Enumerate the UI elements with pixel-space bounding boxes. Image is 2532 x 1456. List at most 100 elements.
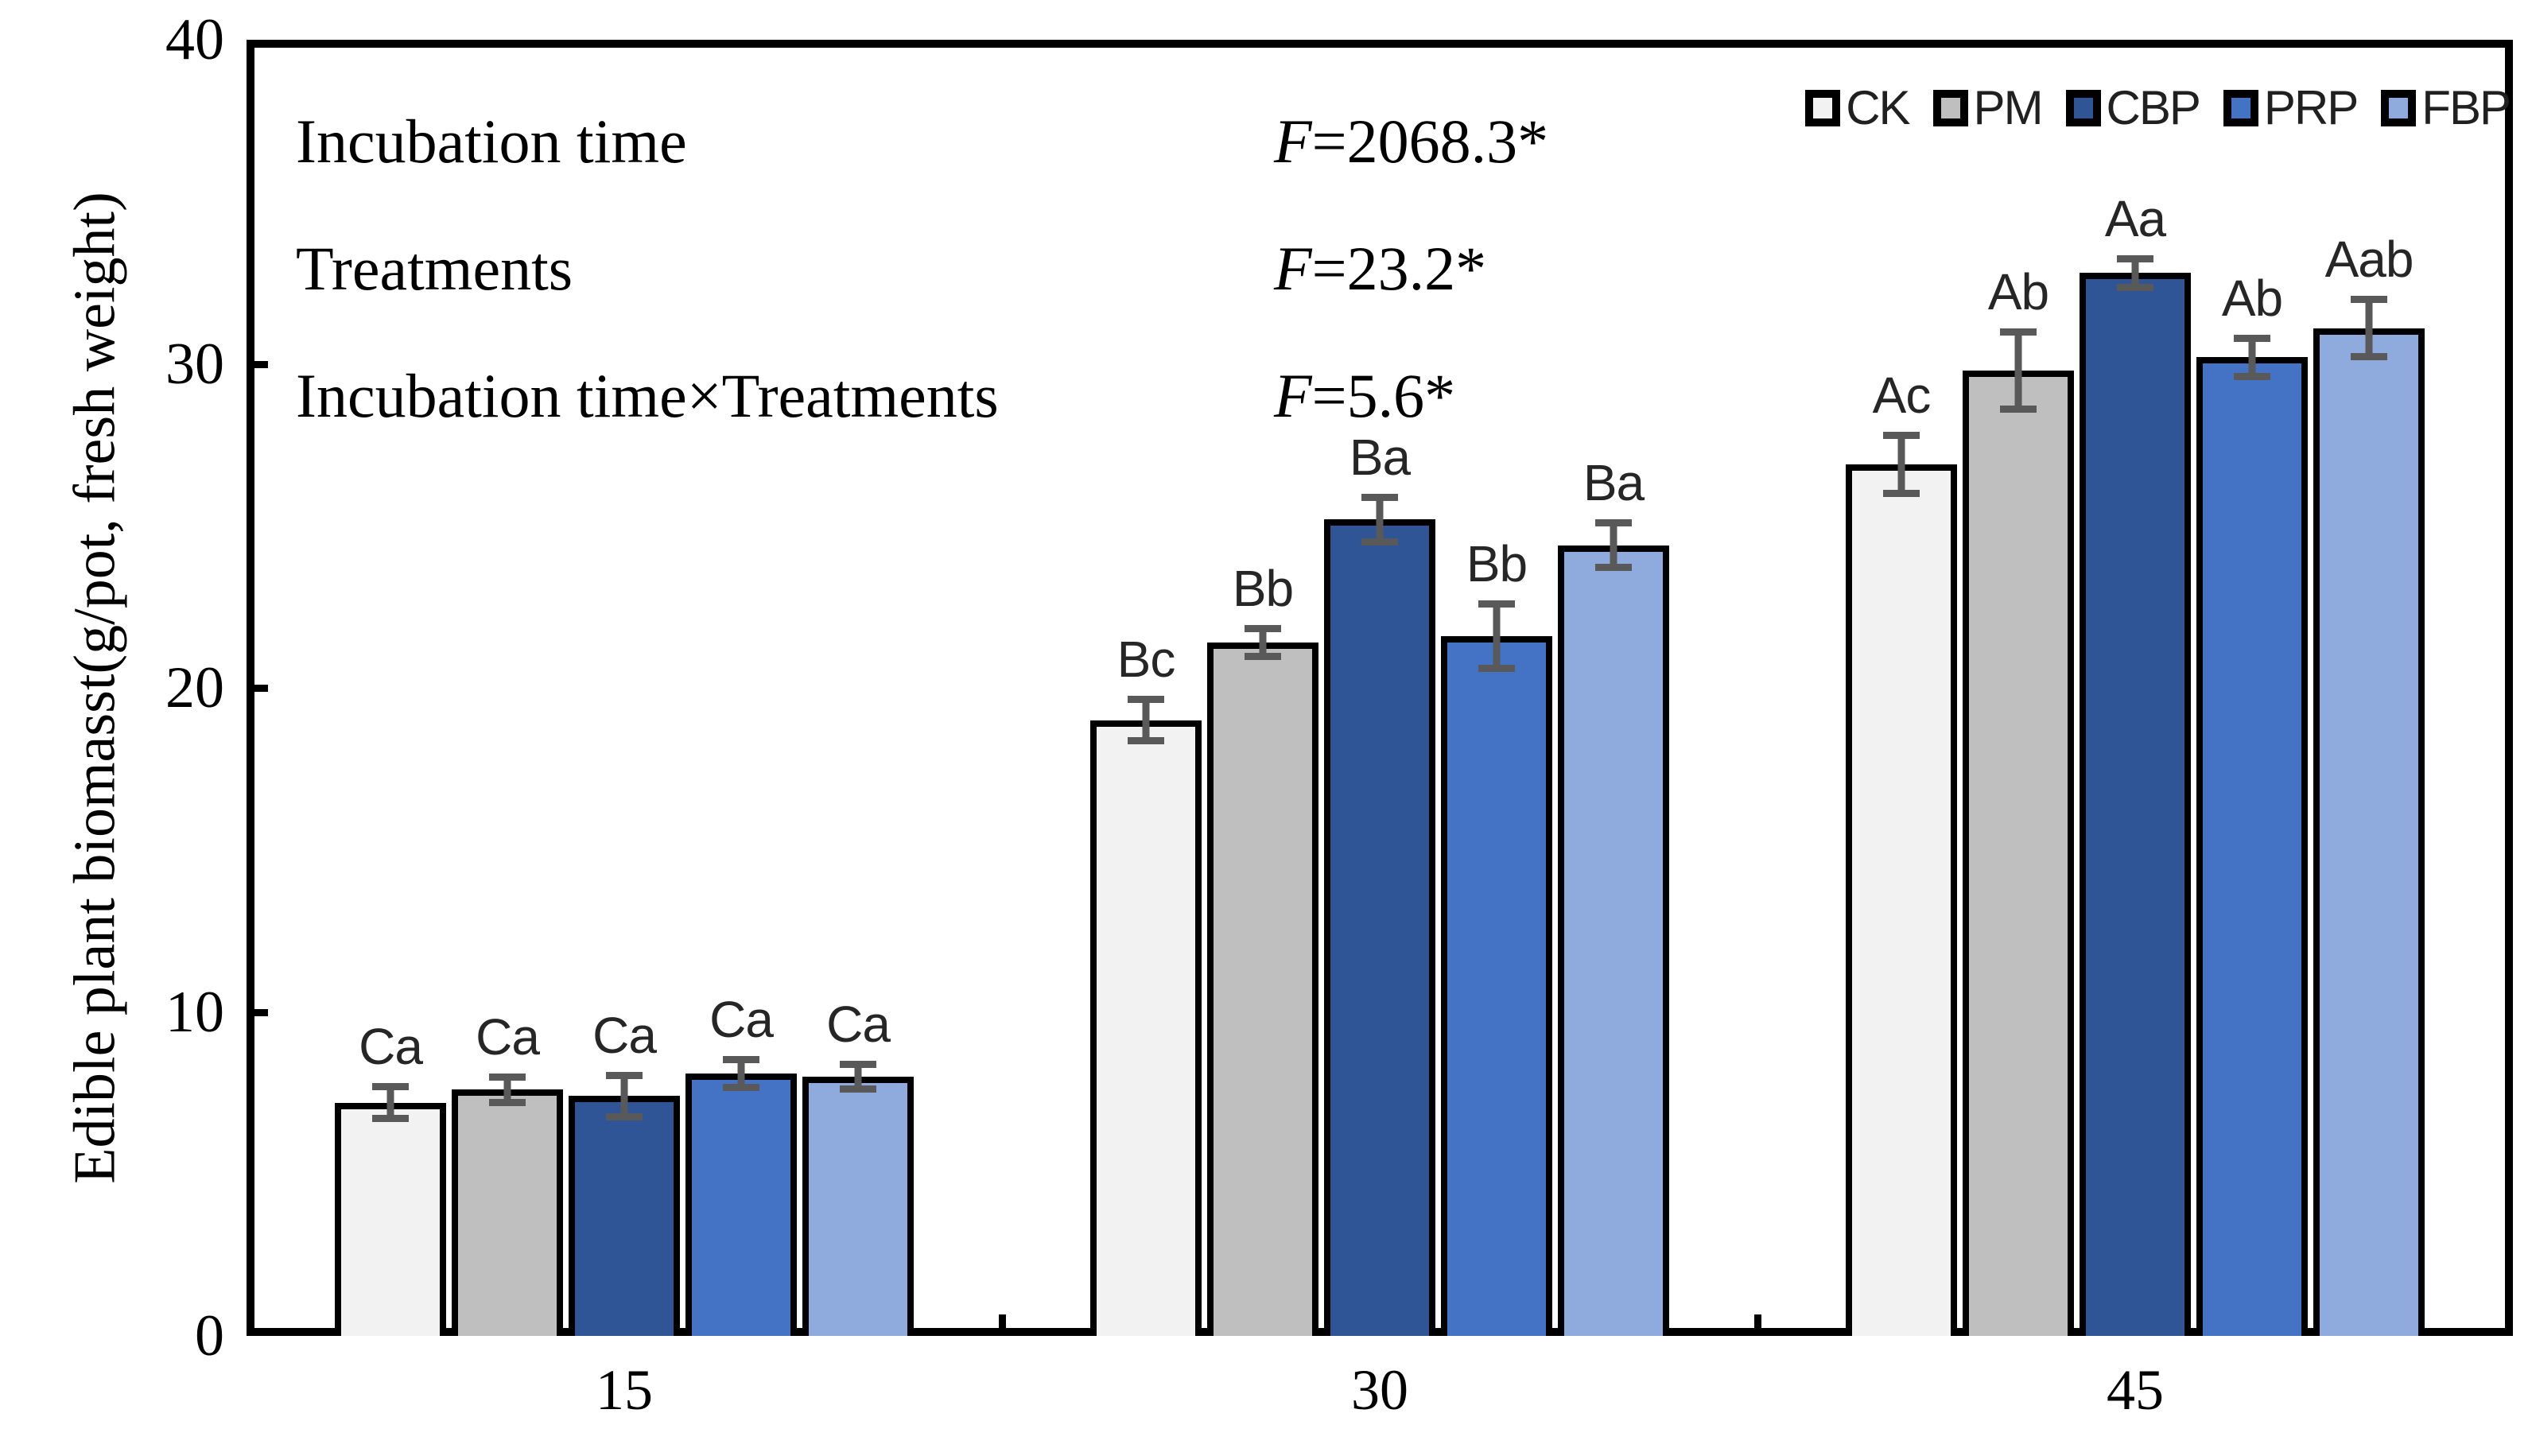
sig-letter-PRP-30: Bb: [1466, 534, 1528, 592]
sig-letter-PM-30: Bb: [1232, 559, 1294, 617]
sig-letter-CK-30: Bc: [1116, 631, 1176, 689]
stats-row: Incubation time×Treatments F =5.6*: [296, 361, 1548, 430]
error-bar-CBP-30: [1361, 493, 1398, 546]
legend-item-PRP: PRP: [2223, 81, 2359, 134]
y-axis-tick: [247, 685, 268, 692]
bar-CK-30: [1090, 720, 1202, 1336]
error-bar-CK-15: [372, 1083, 409, 1123]
x-axis-tick: [999, 1314, 1006, 1336]
legend-item-CBP: CBP: [2065, 81, 2201, 134]
error-bar-FBP-15: [840, 1060, 876, 1093]
legend: CK PM CBP PRP FBP: [1805, 81, 2511, 134]
stats-f-symbol: F: [1274, 361, 1312, 430]
sig-letter-PM-15: Ca: [476, 1008, 540, 1066]
y-tick-label: 10: [165, 979, 224, 1045]
stats-row: Treatments F =23.2*: [296, 234, 1548, 303]
y-tick-label: 20: [165, 655, 224, 720]
bar-PM-45: [1963, 370, 2074, 1336]
anova-stats-block: Incubation time F =2068.3* Treatments F =23.…: [296, 111, 1548, 493]
sig-letter-FBP-30: Ba: [1582, 454, 1645, 512]
error-bar-stem: [1142, 696, 1150, 745]
stats-label: Incubation time: [296, 107, 687, 176]
bar-CBP-45: [2080, 273, 2191, 1336]
error-bar-stem: [2248, 334, 2256, 380]
legend-label-FBP: FBP: [2421, 81, 2511, 134]
bar-CK-45: [1846, 464, 1957, 1336]
error-bar-stem: [737, 1055, 745, 1092]
legend-swatch-CBP: [2065, 90, 2101, 126]
x-category-label: 45: [2107, 1358, 2164, 1422]
y-tick-label: 0: [195, 1303, 224, 1369]
error-bar-PM-45: [2000, 328, 2037, 413]
legend-label-CK: CK: [1846, 81, 1910, 134]
error-bar-stem: [1376, 493, 1384, 546]
legend-item-PM: PM: [1932, 81, 2044, 134]
stats-label: Incubation time×Treatments: [296, 361, 999, 430]
error-bar-stem: [854, 1060, 862, 1093]
legend-label-PM: PM: [1973, 81, 2044, 134]
legend-swatch-FBP: [2381, 90, 2417, 126]
error-bar-PRP-45: [2234, 334, 2270, 380]
x-category-label: 15: [596, 1358, 653, 1422]
sig-letter-CK-15: Ca: [359, 1018, 423, 1076]
error-bar-CBP-45: [2117, 254, 2153, 291]
error-bar-PRP-15: [723, 1055, 759, 1092]
bar-FBP-30: [1558, 545, 1669, 1336]
bar-CK-15: [335, 1102, 446, 1336]
error-bar-CBP-15: [606, 1071, 643, 1120]
y-tick-label: 30: [165, 331, 224, 397]
sig-letter-CBP-30: Ba: [1349, 428, 1411, 486]
bar-FBP-15: [802, 1077, 914, 1336]
y-tick-label: 40: [165, 7, 224, 72]
error-bar-stem: [1897, 432, 1905, 497]
error-bar-stem: [386, 1083, 394, 1123]
sig-letter-CK-45: Ac: [1872, 367, 1932, 425]
error-bar-stem: [1610, 519, 1617, 572]
legend-swatch-PRP: [2223, 90, 2258, 126]
plot-area: Incubation time F =2068.3* Treatments F =23.…: [247, 40, 2513, 1336]
error-bar-PRP-30: [1478, 600, 1515, 672]
sig-letter-CBP-15: Ca: [592, 1006, 657, 1064]
sig-letter-FBP-15: Ca: [826, 995, 891, 1053]
bar-PM-30: [1207, 642, 1318, 1336]
error-bar-stem: [2014, 328, 2022, 413]
y-axis-tick: [247, 1008, 268, 1016]
sig-letter-CBP-45: Aa: [2104, 189, 2166, 247]
error-bar-PM-15: [489, 1073, 526, 1106]
error-bar-stem: [503, 1073, 511, 1106]
x-axis-tick: [1754, 1314, 1761, 1336]
stats-label: Treatments: [296, 234, 573, 303]
sig-letter-PRP-15: Ca: [709, 990, 774, 1048]
error-bar-stem: [1259, 624, 1267, 661]
error-bar-FBP-45: [2351, 295, 2387, 361]
legend-swatch-CK: [1805, 90, 1841, 126]
bar-PRP-45: [2196, 357, 2308, 1336]
legend-label-CBP: CBP: [2106, 81, 2201, 134]
stats-value: =2068.3*: [1311, 107, 1549, 176]
error-bar-stem: [2365, 295, 2373, 361]
bar-PM-15: [452, 1089, 563, 1336]
stats-value: =23.2*: [1311, 234, 1487, 303]
error-bar-CK-30: [1128, 696, 1164, 745]
error-bar-PM-30: [1245, 624, 1281, 661]
error-bar-stem: [620, 1071, 628, 1120]
legend-item-FBP: FBP: [2381, 81, 2511, 134]
bar-PRP-15: [685, 1073, 797, 1336]
bar-CBP-15: [569, 1096, 680, 1336]
x-category-label: 30: [1351, 1358, 1408, 1422]
legend-swatch-PM: [1932, 90, 1968, 126]
legend-item-CK: CK: [1805, 81, 1911, 134]
error-bar-stem: [2131, 254, 2139, 291]
sig-letter-PM-45: Ab: [1987, 262, 2049, 320]
error-bar-FBP-30: [1595, 519, 1632, 572]
stats-row: Incubation time F =2068.3*: [296, 107, 1549, 176]
sig-letter-FBP-45: Aab: [2324, 230, 2414, 288]
legend-label-PRP: PRP: [2263, 81, 2359, 134]
stats-f-symbol: F: [1274, 234, 1312, 303]
error-bar-stem: [1493, 600, 1501, 672]
bar-FBP-45: [2313, 328, 2425, 1336]
error-bar-CK-45: [1883, 432, 1920, 497]
stats-value: =5.6*: [1311, 361, 1456, 430]
bar-PRP-30: [1441, 635, 1552, 1336]
